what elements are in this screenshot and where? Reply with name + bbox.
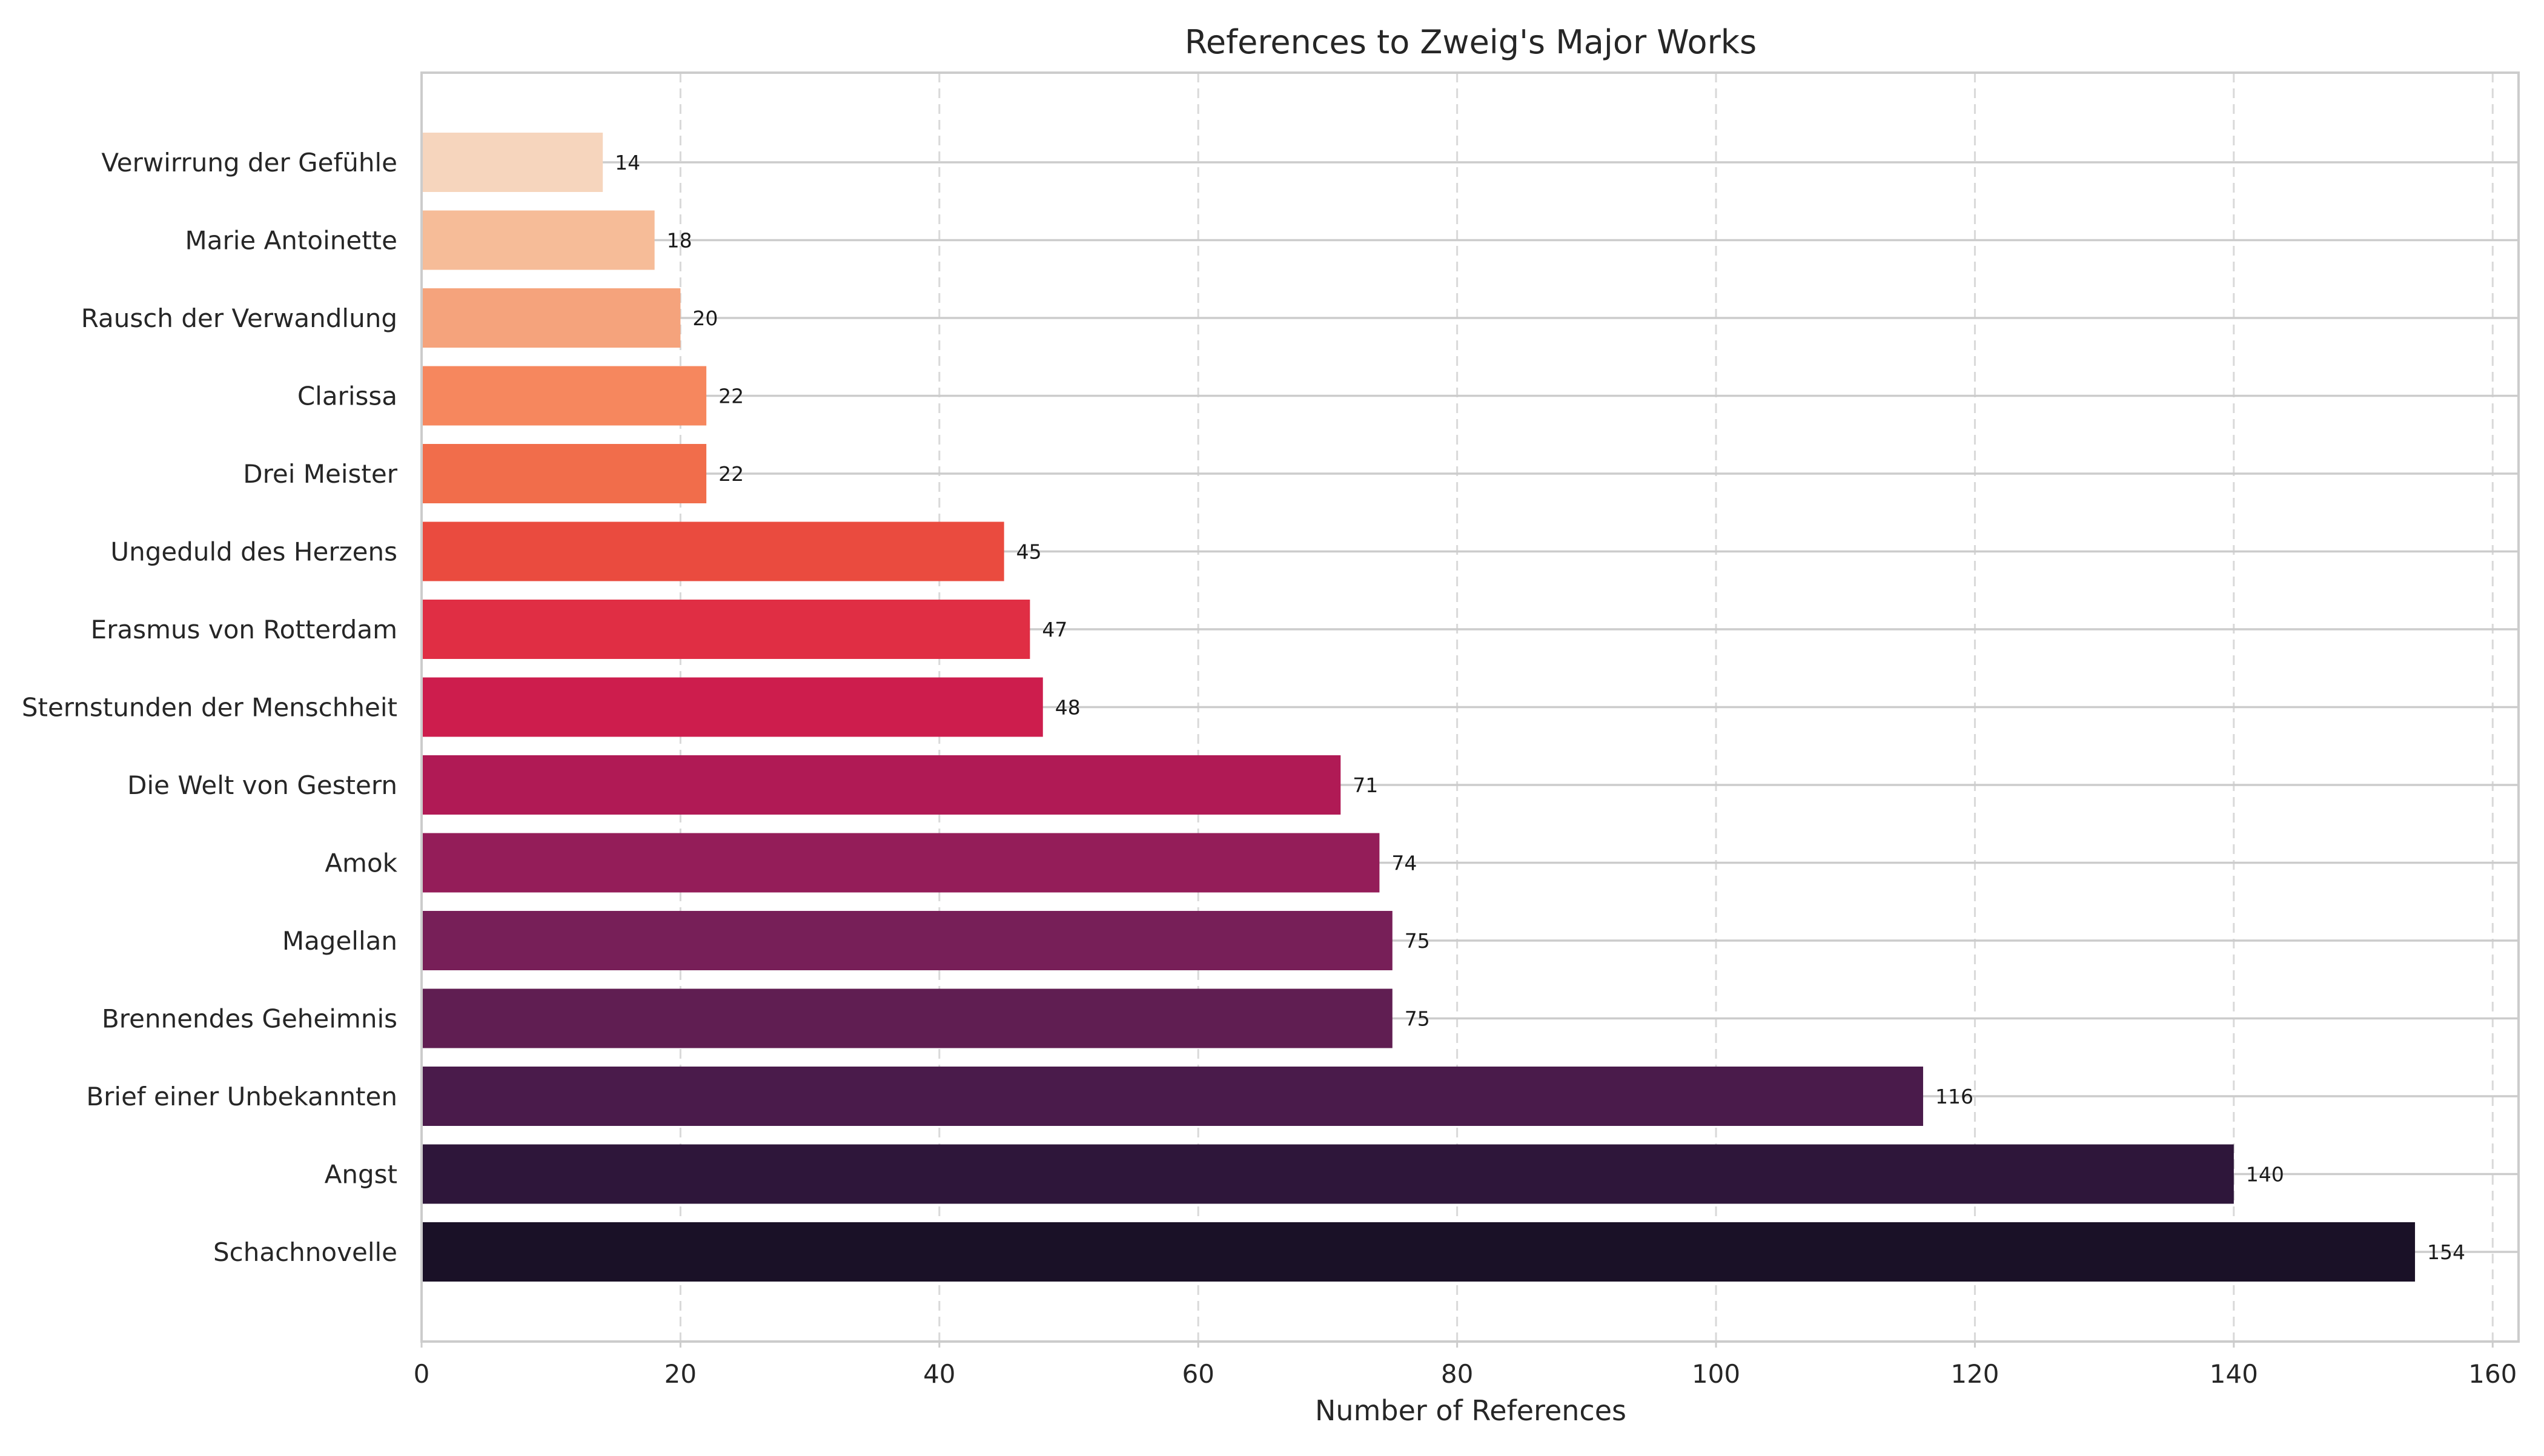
bar <box>422 755 1341 815</box>
bar-value-label: 20 <box>692 306 718 330</box>
bar <box>422 1222 2416 1282</box>
x-tick-label: 80 <box>1441 1359 1473 1389</box>
bar <box>422 1144 2234 1204</box>
bar <box>422 366 707 426</box>
y-tick-label: Rausch der Verwandlung <box>81 303 397 333</box>
y-tick-label: Brief einer Unbekannten <box>86 1082 397 1111</box>
bar-value-label: 47 <box>1042 618 1067 641</box>
bar <box>422 833 1380 893</box>
y-tick-label: Die Welt von Gestern <box>127 770 397 800</box>
bar-value-label: 14 <box>615 151 640 174</box>
y-tick-label: Marie Antoinette <box>185 226 397 256</box>
y-tick-label: Sternstunden der Menschheit <box>22 693 397 723</box>
bar <box>422 677 1043 737</box>
y-axis-ticks: Schachnovelle Angst Brief einer Unbekannte… <box>22 148 398 1267</box>
bar <box>422 288 681 348</box>
y-tick-label: Amok <box>325 849 397 878</box>
bar <box>422 210 655 270</box>
bar <box>422 911 1393 970</box>
y-tick-label: Magellan <box>282 926 397 956</box>
bar <box>422 1067 1923 1126</box>
bar-value-label: 154 <box>2427 1240 2465 1264</box>
bar <box>422 600 1030 659</box>
bar-value-label: 116 <box>1935 1085 1973 1108</box>
bar-value-label: 75 <box>1405 1007 1430 1031</box>
chart-title: References to Zweig's Major Works <box>1185 23 1757 61</box>
y-tick-label: Brennendes Geheimnis <box>102 1004 397 1034</box>
x-tick-label: 20 <box>664 1359 697 1389</box>
bar-value-label: 22 <box>718 462 744 486</box>
x-axis-label: Number of References <box>1315 1394 1626 1427</box>
x-tick-label: 140 <box>2210 1359 2258 1389</box>
bar <box>422 444 707 503</box>
y-tick-label: Clarissa <box>297 382 397 411</box>
plot-frame <box>420 71 2520 1343</box>
bars <box>422 133 2416 1282</box>
y-tick-label: Schachnovelle <box>213 1237 397 1267</box>
bar-value-label: 18 <box>667 229 692 253</box>
bar <box>422 988 1393 1048</box>
x-tick-label: 160 <box>2468 1359 2517 1389</box>
y-tick-label: Erasmus von Rotterdam <box>91 615 397 644</box>
x-tick-label: 0 <box>414 1359 430 1389</box>
x-tick-label: 40 <box>923 1359 955 1389</box>
bar-value-label: 71 <box>1353 773 1378 797</box>
x-tick-label: 60 <box>1182 1359 1214 1389</box>
y-tick-label: Angst <box>325 1160 397 1190</box>
value-labels: 154 140 116 75 75 74 71 48 47 45 22 22 20 18 14 <box>615 151 2465 1264</box>
y-tick-label: Drei Meister <box>243 459 397 489</box>
bar-value-label: 22 <box>718 385 744 408</box>
bar-value-label: 74 <box>1391 852 1417 875</box>
x-tick-label: 100 <box>1692 1359 1740 1389</box>
y-tick-label: Verwirrung der Gefühle <box>101 148 397 177</box>
x-axis-ticks: 0 20 40 60 80 100 120 140 160 <box>414 1342 2517 1389</box>
bar <box>422 133 603 192</box>
bar-value-label: 75 <box>1405 929 1430 953</box>
bar-value-label: 45 <box>1016 540 1042 564</box>
y-tick-label: Ungeduld des Herzens <box>110 537 397 567</box>
x-tick-label: 120 <box>1950 1359 1999 1389</box>
bar-value-label: 48 <box>1055 696 1081 720</box>
bar-value-label: 140 <box>2246 1163 2284 1186</box>
bar <box>422 521 1004 581</box>
